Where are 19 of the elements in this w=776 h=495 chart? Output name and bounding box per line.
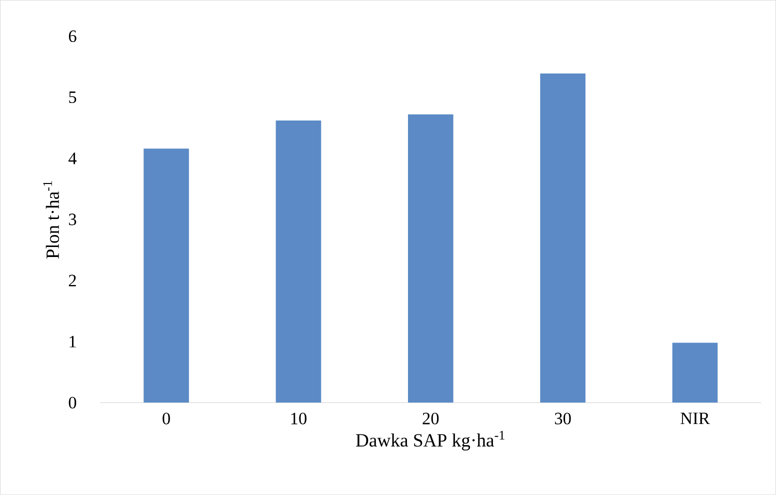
x-tick-label: 20 [422,412,439,424]
bar [408,114,454,403]
bar [672,342,718,403]
y-tick-label: 2 [68,274,76,286]
x-tick-label: 30 [554,412,571,424]
x-tick-label: 0 [162,412,170,424]
x-tick-label: 10 [291,412,306,424]
y-tick-label: 5 [69,92,76,104]
x-axis-title: Dawka SAP kg·ha$^{-1}$ [356,430,504,451]
y-tick-label: 3 [69,214,76,226]
bar [540,74,586,403]
y-axis-title: Plon t·ha$^{-1}$ [43,181,60,259]
y-tick-label: 1 [70,336,76,348]
y-tick-label: 0 [68,396,76,409]
bar [276,120,322,403]
bar [144,148,189,403]
y-tick-label: 4 [68,152,77,164]
x-tick-label: NIR [680,412,710,424]
y-tick-label: 6 [68,30,76,42]
